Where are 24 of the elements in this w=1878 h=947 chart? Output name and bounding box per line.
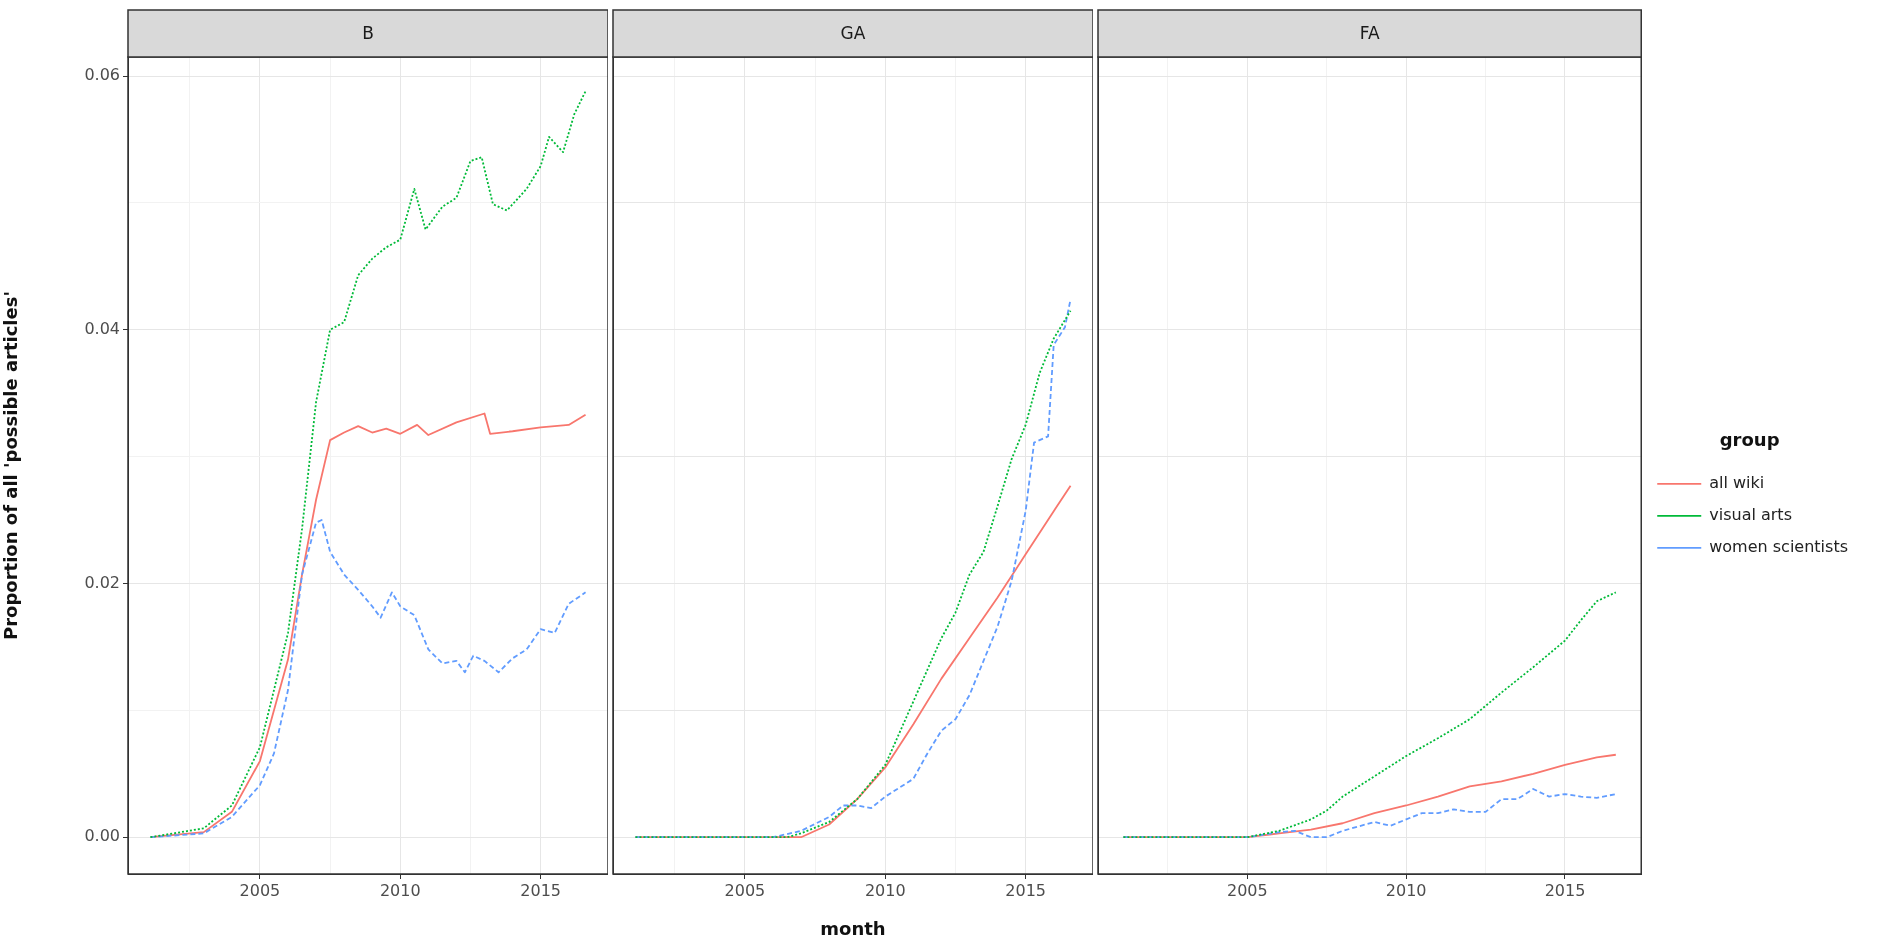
- line-series: [149, 90, 587, 839]
- chart-title: B: [362, 22, 374, 43]
- legend-label: visual arts: [1709, 504, 1792, 524]
- x-tick-label: 2005: [239, 880, 281, 900]
- y-tick-label: 0.00: [84, 826, 120, 846]
- legend-label: all wiki: [1709, 472, 1765, 492]
- y-tick-label: 0.06: [84, 65, 120, 85]
- x-tick-label: 2010: [1385, 880, 1427, 900]
- x-tick-label: 2015: [1005, 880, 1046, 900]
- x-tick-label: 2005: [724, 880, 766, 900]
- y-axis-title: Proportion of all 'possible articles': [0, 291, 22, 640]
- chart-title: GA: [840, 22, 866, 43]
- chart-title: FA: [1359, 22, 1380, 43]
- x-tick-label: 2005: [1226, 880, 1268, 900]
- x-tick-label: 2010: [379, 880, 421, 900]
- x-tick-label: 2015: [520, 880, 561, 900]
- x-axis-title: month: [820, 917, 886, 939]
- x-tick-label: 2010: [864, 880, 906, 900]
- legend-label: women scientists: [1709, 536, 1849, 556]
- y-tick-label: 0.04: [84, 318, 120, 338]
- y-tick-label: 0.02: [84, 572, 120, 592]
- x-tick-label: 2015: [1544, 880, 1586, 900]
- line-series: [149, 519, 587, 839]
- legend-title: group: [1719, 428, 1780, 450]
